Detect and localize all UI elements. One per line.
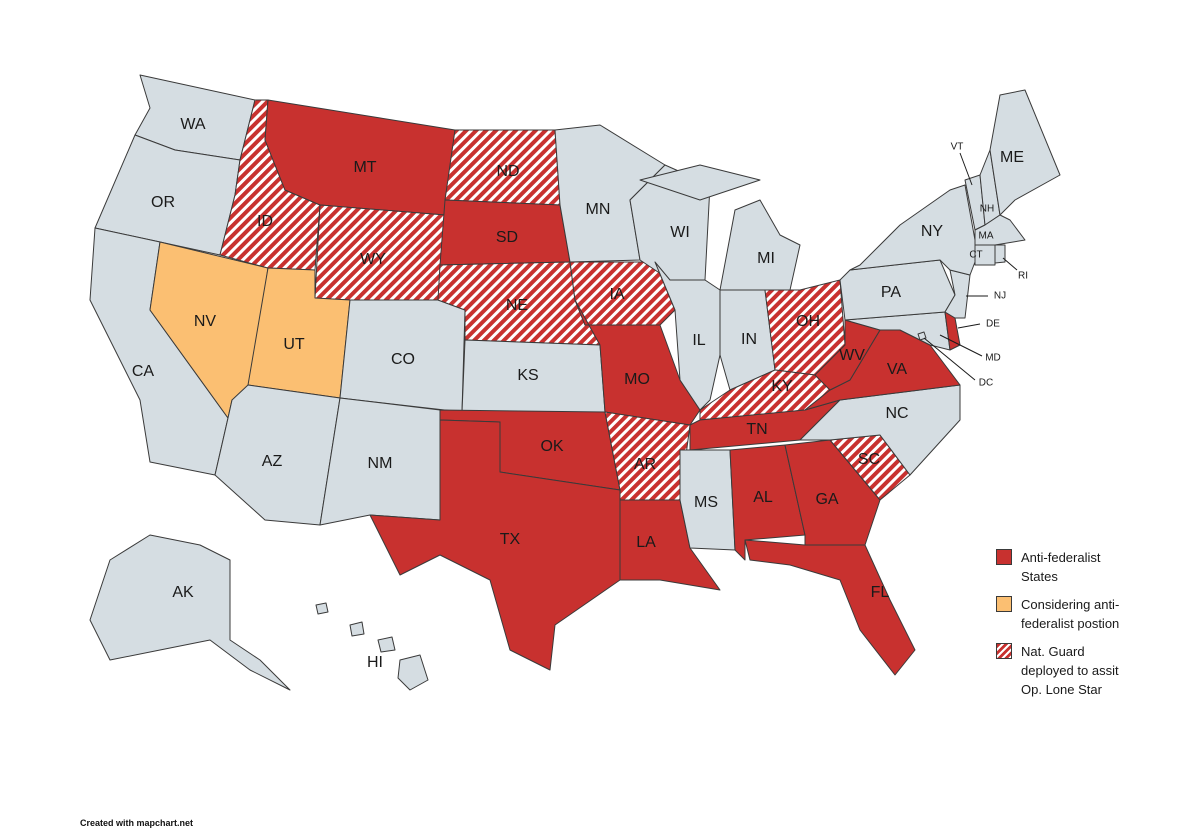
state-label: VA bbox=[887, 361, 907, 378]
state bbox=[369, 419, 621, 671]
state bbox=[974, 244, 996, 266]
legend-label: Nat. Guard deployed to assit Op. Lone St… bbox=[1021, 644, 1119, 697]
state-label: IA bbox=[609, 286, 624, 303]
legend-entry: Nat. Guard deployed to assit Op. Lone St… bbox=[996, 642, 1146, 699]
state-label: WI bbox=[670, 224, 690, 241]
state-label: NY bbox=[921, 223, 944, 240]
state-label: UT bbox=[283, 336, 305, 353]
state-label: MT bbox=[353, 159, 376, 176]
state-label: CA bbox=[132, 363, 155, 380]
state-label: GA bbox=[815, 491, 838, 508]
state-label: NM bbox=[368, 455, 393, 472]
state-label: SC bbox=[858, 451, 880, 468]
leader-line bbox=[939, 334, 983, 357]
state-label: OH bbox=[796, 313, 820, 330]
state-label: AL bbox=[753, 489, 773, 506]
labels: WA OR CA NV ID MT WY UT CO AZ NM ND SD NE KS OK TX MN IA MO… bbox=[132, 116, 1028, 671]
legend-label: Considering anti-federalist postion bbox=[1021, 597, 1120, 631]
state-label: NV bbox=[194, 313, 217, 330]
state-label: IL bbox=[692, 332, 705, 349]
state-label: DC bbox=[979, 378, 993, 389]
state-label: DE bbox=[986, 319, 1000, 330]
state-label: RI bbox=[1018, 271, 1028, 282]
state-label: AK bbox=[172, 584, 194, 601]
state-label: ME bbox=[1000, 149, 1024, 166]
state-label: FL bbox=[871, 584, 890, 601]
state-label: AR bbox=[634, 456, 656, 473]
state bbox=[654, 261, 721, 411]
state bbox=[315, 602, 429, 691]
state-label: OK bbox=[540, 438, 563, 455]
legend: Anti-federalist States Considering anti-f… bbox=[996, 548, 1146, 708]
state-label: CO bbox=[391, 351, 415, 368]
state bbox=[849, 184, 976, 276]
leader-line bbox=[923, 337, 976, 381]
state-label: KY bbox=[771, 378, 793, 395]
state-label: MS bbox=[694, 494, 718, 511]
state-label: WA bbox=[180, 116, 206, 133]
state-label: NJ bbox=[994, 291, 1006, 302]
states bbox=[89, 74, 1061, 691]
leader-line bbox=[1002, 257, 1018, 271]
state bbox=[339, 299, 466, 413]
state-label: WV bbox=[839, 347, 865, 364]
state-label: OR bbox=[151, 194, 175, 211]
state-label: SD bbox=[496, 229, 518, 246]
leader-line bbox=[959, 152, 973, 186]
state bbox=[679, 449, 736, 551]
state-label: WY bbox=[360, 251, 386, 268]
state-label: KS bbox=[517, 367, 538, 384]
state-label: TN bbox=[746, 421, 767, 438]
state-label: MD bbox=[985, 353, 1001, 364]
state bbox=[994, 244, 1006, 264]
credit: Created with mapchart.net bbox=[80, 818, 194, 828]
state-label: HI bbox=[367, 654, 383, 671]
state-label: PA bbox=[881, 284, 901, 301]
state-label: ID bbox=[257, 213, 273, 230]
state-label: ND bbox=[496, 163, 519, 180]
state-label: TX bbox=[500, 531, 521, 548]
legend-entry: Anti-federalist States bbox=[996, 548, 1146, 586]
state-label: MN bbox=[586, 201, 611, 218]
state bbox=[89, 534, 291, 691]
state-label: MI bbox=[757, 250, 775, 267]
legend-swatch bbox=[996, 643, 1012, 659]
state bbox=[744, 539, 916, 676]
leader-line bbox=[957, 323, 981, 329]
state-label: MA bbox=[979, 231, 994, 242]
state-label: LA bbox=[636, 534, 656, 551]
state-label: NE bbox=[506, 297, 528, 314]
state-label: NC bbox=[885, 405, 908, 422]
state-label: VT bbox=[951, 142, 964, 153]
state-label: CT bbox=[969, 250, 982, 261]
state-label: NH bbox=[980, 204, 994, 215]
legend-entry: Considering anti-federalist postion bbox=[996, 595, 1146, 633]
state-label: IN bbox=[741, 331, 757, 348]
legend-label: Anti-federalist States bbox=[1021, 550, 1101, 584]
state-label: MO bbox=[624, 371, 650, 388]
state-label: AZ bbox=[262, 453, 283, 470]
legend-swatch bbox=[996, 596, 1012, 612]
legend-swatch bbox=[996, 549, 1012, 565]
